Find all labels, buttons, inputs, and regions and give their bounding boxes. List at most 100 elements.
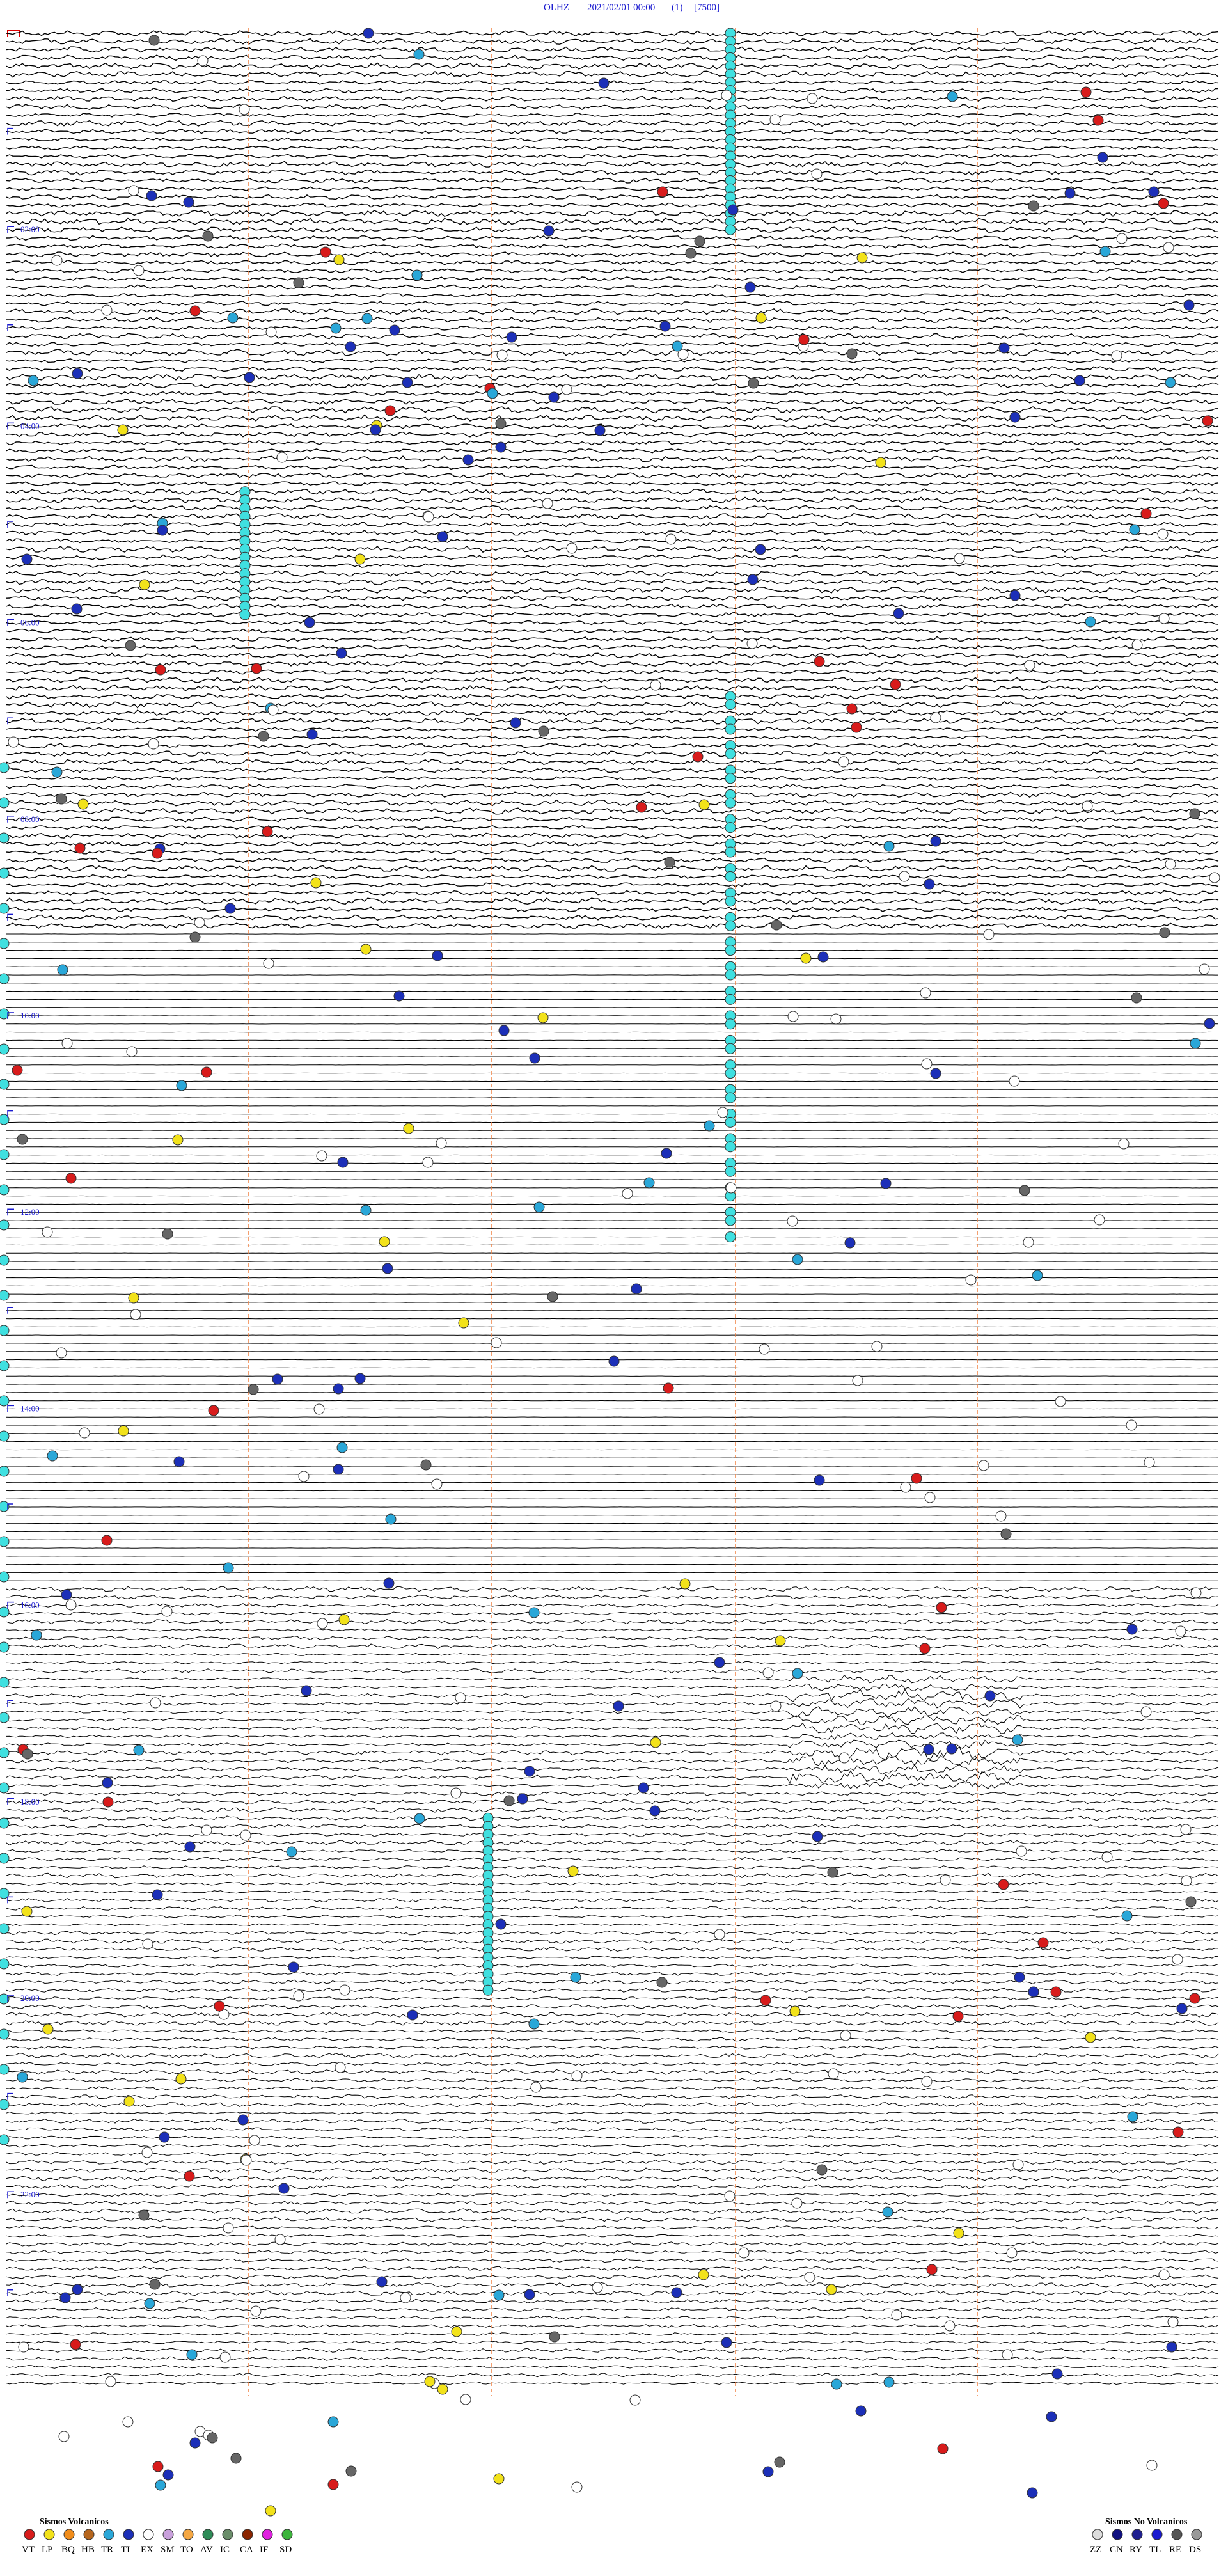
event-marker	[42, 2023, 54, 2035]
event-marker	[1019, 1185, 1030, 1196]
hour-bracket	[7, 1307, 13, 1314]
trace	[6, 2290, 1219, 2296]
trace	[6, 2340, 1219, 2344]
trace	[6, 1683, 1218, 1691]
event-marker	[128, 1292, 139, 1304]
event-marker	[774, 2456, 785, 2468]
event-marker	[248, 1384, 259, 1395]
event-marker	[431, 1478, 443, 1490]
event-marker	[201, 1824, 212, 1836]
event-marker	[218, 2009, 230, 2020]
event-marker	[21, 1906, 33, 1917]
event-marker	[549, 2331, 560, 2343]
trace	[6, 2298, 1219, 2304]
trace	[6, 423, 1219, 429]
event-marker	[727, 204, 739, 216]
event-marker	[450, 1787, 462, 1799]
event-marker	[725, 797, 736, 809]
trace	[6, 382, 1219, 388]
event-marker	[1118, 1138, 1130, 1150]
trace	[6, 113, 1219, 118]
event-marker	[313, 1403, 325, 1415]
event-marker	[383, 1577, 395, 1589]
event-marker	[493, 2473, 505, 2485]
event-marker	[8, 736, 19, 748]
event-marker	[1064, 187, 1076, 199]
event-marker	[548, 391, 560, 403]
event-marker	[184, 2170, 195, 2182]
legend-code: ZZ	[1090, 2545, 1101, 2555]
legend-code: BQ	[61, 2545, 75, 2555]
trace	[6, 1586, 1219, 1592]
event-marker	[744, 281, 756, 293]
trace	[6, 700, 1219, 709]
event-marker	[0, 1184, 10, 1196]
trace	[6, 1675, 1219, 1684]
trace	[6, 496, 1219, 504]
hour-bracket	[7, 2191, 14, 2199]
event-marker	[792, 1668, 803, 1679]
event-marker	[792, 1254, 803, 1265]
event-marker	[327, 2416, 339, 2428]
legend-code: AV	[200, 2545, 213, 2555]
event-marker	[237, 2114, 249, 2126]
legend-code: TR	[101, 2545, 113, 2555]
event-marker	[293, 277, 304, 288]
event-marker	[1082, 800, 1093, 812]
event-marker	[207, 2432, 218, 2444]
trace	[6, 2266, 1219, 2272]
legend-title: Sismos No Volcanicos	[1105, 2517, 1188, 2527]
trace	[6, 505, 1219, 512]
trace	[6, 104, 1219, 111]
event-marker	[1037, 1937, 1049, 1948]
trace	[6, 38, 1219, 45]
trace	[6, 455, 1219, 462]
trace	[6, 472, 1219, 479]
event-marker	[56, 793, 67, 805]
event-marker	[643, 1177, 655, 1189]
event-marker	[769, 114, 781, 125]
trace	[6, 448, 1219, 454]
legend-swatch	[63, 2529, 75, 2540]
trace	[6, 1865, 1219, 1870]
event-marker	[0, 1325, 10, 1336]
trace	[6, 2258, 1219, 2263]
event-marker	[1181, 1875, 1192, 1886]
event-marker	[771, 919, 782, 931]
trace	[6, 2086, 1219, 2091]
event-marker	[1051, 2368, 1063, 2380]
event-marker	[657, 186, 668, 198]
trace	[6, 260, 1219, 265]
event-marker	[173, 1456, 185, 1467]
event-marker	[258, 731, 269, 742]
event-marker	[1050, 1986, 1062, 1998]
legend-code: SM	[161, 2545, 175, 2555]
trace	[6, 1815, 1219, 1821]
trace	[6, 226, 1219, 233]
event-marker	[650, 679, 661, 691]
trace	[6, 2184, 1219, 2190]
event-marker	[1016, 1845, 1027, 1857]
event-marker	[159, 2131, 170, 2143]
event-marker	[762, 1667, 774, 1679]
event-marker	[0, 903, 10, 914]
time-label: 08:00	[20, 814, 40, 824]
event-marker	[1185, 1896, 1197, 1908]
time-label: 16:00	[20, 1600, 40, 1610]
event-marker	[1023, 1237, 1034, 1248]
event-marker	[725, 1182, 737, 1194]
event-marker	[0, 1501, 10, 1512]
trace	[6, 849, 1219, 855]
event-marker	[227, 312, 239, 324]
event-marker	[920, 987, 931, 999]
event-marker	[0, 1641, 10, 1653]
event-marker	[330, 322, 342, 334]
event-marker	[1101, 1851, 1113, 1863]
event-marker	[930, 835, 941, 847]
event-marker	[306, 729, 318, 740]
event-marker	[0, 2099, 10, 2110]
trace	[6, 2274, 1219, 2279]
event-marker	[189, 931, 201, 943]
event-marker	[1000, 1528, 1012, 1540]
